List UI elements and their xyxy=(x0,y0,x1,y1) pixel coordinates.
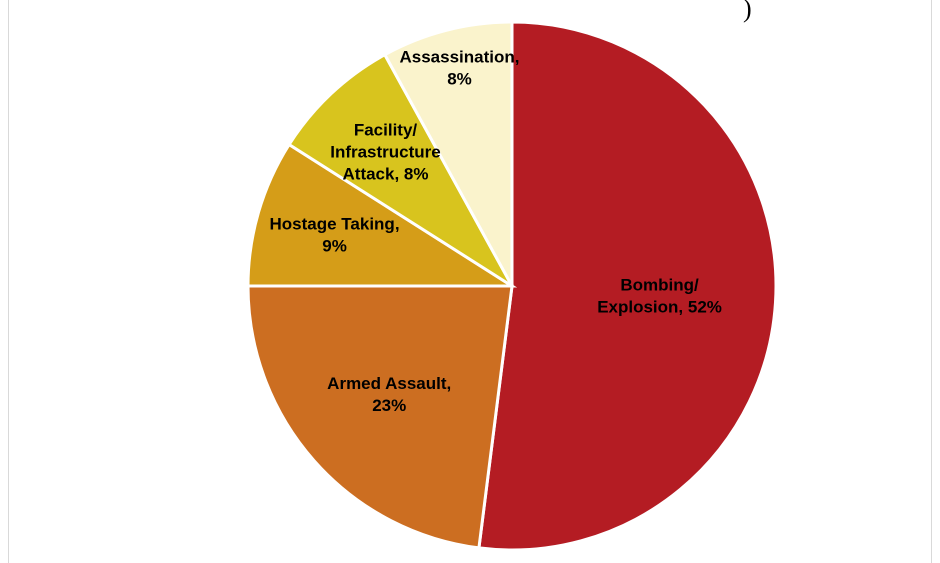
pie-slice-label-line: Armed Assault, xyxy=(327,374,451,393)
pie-slice-label-line: Hostage Taking, xyxy=(270,214,400,233)
pie-slice-4 xyxy=(287,52,514,288)
pie-slice-label-line: 8% xyxy=(447,69,472,88)
pie-slice-label-line: Attack, 8% xyxy=(343,164,429,183)
pie-slice-label-4: Facility/Infrastructure Attack, 8% xyxy=(330,120,441,183)
pie-slice-label-line: Explosion, 52% xyxy=(597,297,722,316)
pie-slice-2 xyxy=(246,284,514,550)
pie-slice-label-line: Infrastructure xyxy=(330,142,441,161)
pie-slice-3 xyxy=(246,142,518,288)
pie-slice-label-line: Bombing/ xyxy=(620,275,699,294)
pie-slice-label-line: Assassination, xyxy=(399,47,519,66)
pie-slice-label-1: Bombing/Explosion, 52% xyxy=(597,275,722,316)
pie-slice-label-5: Assassination, 8% xyxy=(399,47,519,88)
corner-mark: ) xyxy=(743,0,752,23)
pie-slices xyxy=(246,20,778,552)
pie-slice-label-line: Facility/ xyxy=(354,120,418,139)
chart-frame xyxy=(8,0,932,563)
pie-slice-label-3: Hostage Taking, 9% xyxy=(270,214,400,255)
pie-slice-5 xyxy=(382,20,514,287)
pie-labels: Bombing/Explosion, 52% Armed Assault, 23% H… xyxy=(270,47,722,415)
pie-slice-label-line: 9% xyxy=(322,236,347,255)
pie-slice-label-line: 23% xyxy=(372,396,406,415)
pie-slice-1 xyxy=(477,20,778,552)
pie-slice-label-2: Armed Assault, 23% xyxy=(327,374,451,415)
